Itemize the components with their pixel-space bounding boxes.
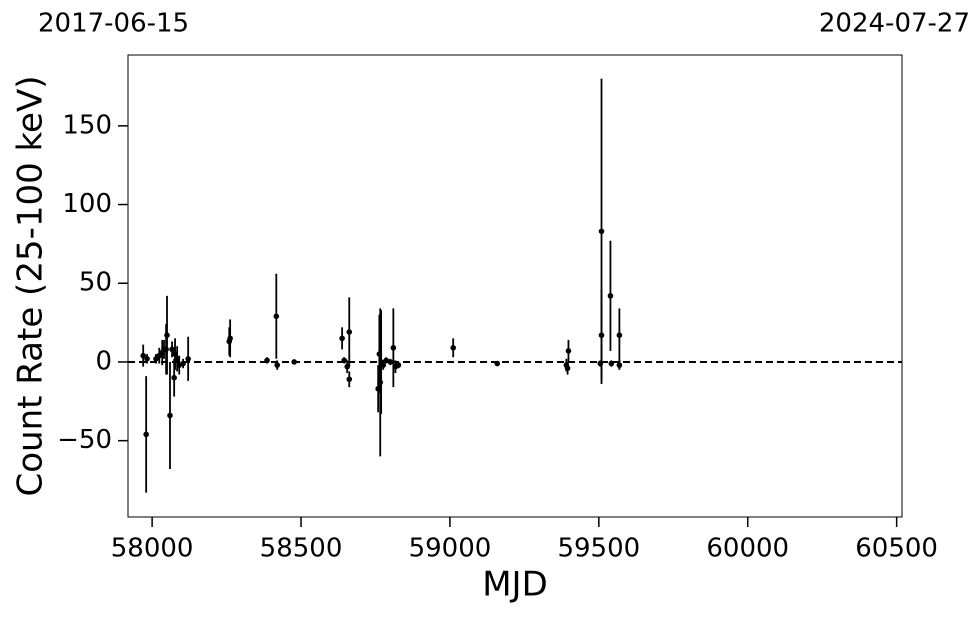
data-point [167, 412, 173, 419]
plot-frame [127, 54, 903, 518]
data-point [180, 360, 186, 367]
y-axis-label: Count Rate (25-100 keV) [11, 76, 51, 497]
date-label-end: 2024-07-27 [819, 9, 970, 39]
data-point [227, 335, 233, 342]
data-point [607, 293, 614, 299]
data-point [450, 344, 457, 351]
data-point [616, 362, 623, 368]
y-tick-label: −50 [57, 425, 112, 455]
data-point [598, 228, 605, 235]
data-point [380, 362, 387, 368]
data-point [291, 359, 297, 365]
data-point [143, 431, 149, 438]
data-point [616, 332, 623, 338]
date-label-start: 2017-06-15 [38, 9, 189, 39]
data-point [164, 332, 170, 338]
x-axis-label: MJD [482, 565, 548, 605]
data-point [140, 352, 146, 359]
x-tick-label: 59000 [409, 534, 492, 564]
x-tick-label: 58500 [260, 534, 343, 564]
data-point [264, 357, 270, 364]
data-point [273, 313, 280, 320]
y-tick-label: 150 [62, 110, 112, 140]
data-point [608, 360, 615, 367]
data-point [169, 346, 175, 353]
y-tick-label: 0 [95, 346, 112, 376]
data-point [185, 356, 191, 362]
data-point [564, 365, 571, 372]
data-point [144, 356, 150, 362]
data-point [390, 344, 397, 351]
data-point [387, 359, 394, 365]
y-tick-label: 100 [62, 189, 112, 219]
data-point [346, 329, 353, 335]
data-point [341, 357, 348, 364]
x-tick-label: 60000 [706, 534, 789, 564]
data-point [339, 335, 345, 342]
data-point [274, 362, 281, 368]
y-tick-label: 50 [79, 268, 112, 298]
data-point [494, 360, 501, 367]
x-tick-label: 60500 [855, 534, 938, 564]
data-point [171, 374, 177, 381]
x-tick-label: 58000 [111, 534, 194, 564]
data-point [346, 376, 353, 383]
data-point [565, 348, 572, 354]
data-point [395, 362, 402, 368]
x-tick-label: 59500 [557, 534, 640, 564]
